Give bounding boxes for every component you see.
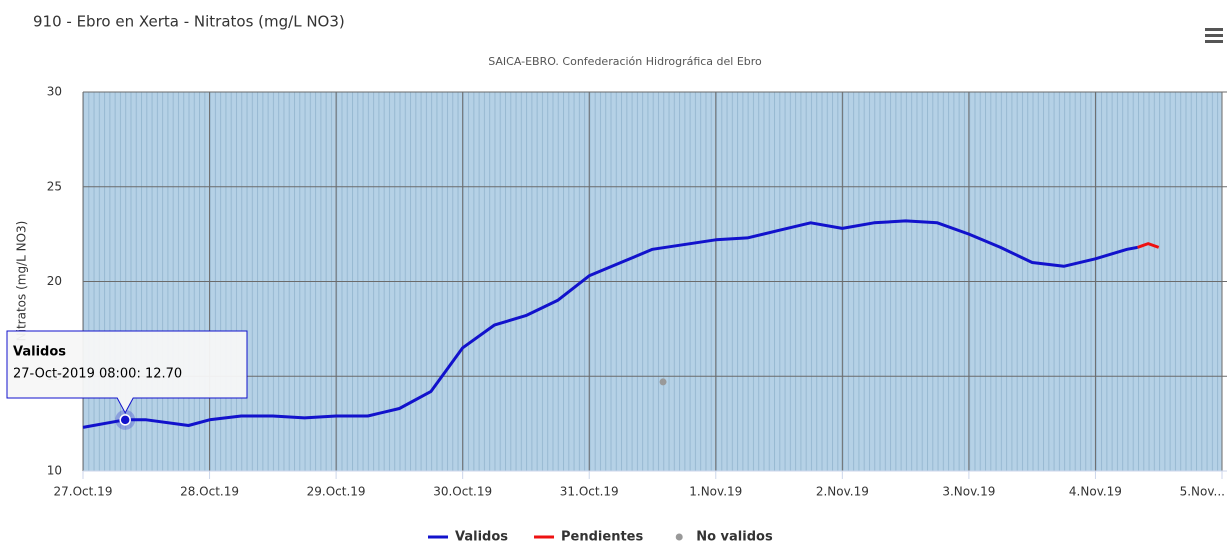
x-tick-label: 5.Nov... [1180,485,1225,499]
x-tick-label: 28.Oct.19 [180,485,239,499]
x-tick-label: 1.Nov.19 [689,485,742,499]
legend-item[interactable]: Pendientes [534,530,643,545]
y-axis-label: Nitratos (mg/L NO3) [15,221,29,342]
y-tick-label: 25 [47,179,62,193]
legend-symbol [675,533,683,541]
menu-button[interactable] [1205,28,1223,43]
x-tick-label: 3.Nov.19 [942,485,995,499]
legend-label: No validos [696,530,773,545]
x-tick-label: 31.Oct.19 [560,485,619,499]
x-tick-label: 4.Nov.19 [1069,485,1122,499]
y-tick-label: 10 [47,464,62,478]
data-line [82,219,1138,429]
x-tick-label: 29.Oct.19 [307,485,366,499]
legend-label: Pendientes [561,530,643,545]
chart-title: 910 - Ebro en Xerta - Nitratos (mg/L NO3… [33,13,345,31]
tooltip-title: Validos [13,345,66,360]
y-tick-label: 30 [47,85,62,99]
x-tick-label: 27.Oct.19 [54,485,113,499]
legend-label: Validos [455,530,508,545]
legend-item[interactable]: Validos [428,530,508,545]
hover-marker [119,414,131,426]
data-point [659,378,667,386]
tooltip: Validos 27-Oct-2019 08:00: 12.70 [6,330,248,414]
y-tick-label: 20 [47,274,62,288]
x-tick-label: 2.Nov.19 [816,485,869,499]
chart-subtitle: SAICA-EBRO. Confederación Hidrográfica d… [488,55,762,68]
tooltip-text: 27-Oct-2019 08:00: 12.70 [13,367,182,382]
legend-item[interactable]: No validos [675,530,773,545]
data-line [1137,242,1160,249]
tooltip-box [6,330,248,414]
x-tick-label: 30.Oct.19 [433,485,492,499]
